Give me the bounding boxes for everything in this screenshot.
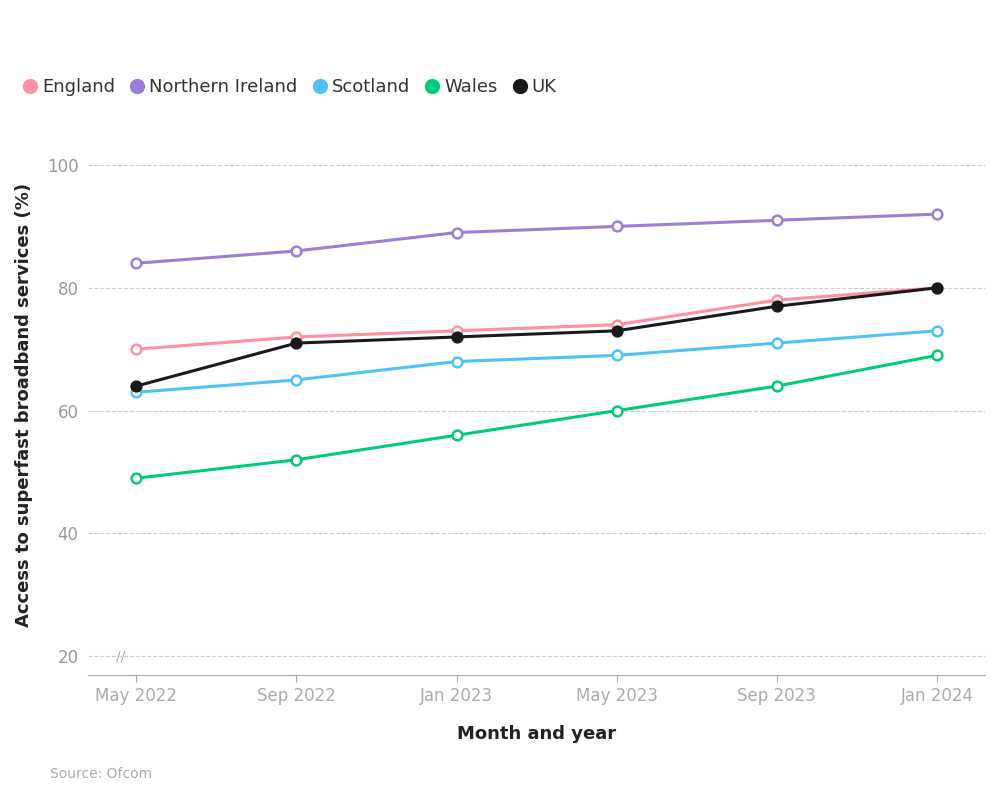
Text: Source: Ofcom: Source: Ofcom (50, 767, 152, 781)
Legend: England, Northern Ireland, Scotland, Wales, UK: England, Northern Ireland, Scotland, Wal… (26, 78, 557, 96)
Y-axis label: Access to superfast broadband services (%): Access to superfast broadband services (… (15, 182, 33, 626)
Text: //: // (116, 649, 125, 664)
X-axis label: Month and year: Month and year (457, 725, 616, 743)
